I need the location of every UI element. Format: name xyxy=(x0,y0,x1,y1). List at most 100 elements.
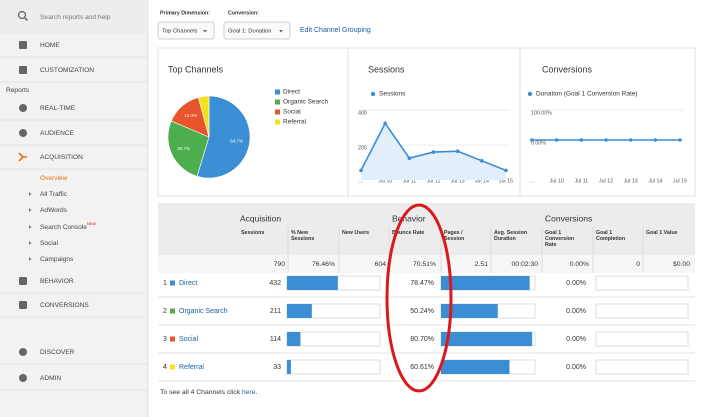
channel-link[interactable]: Direct xyxy=(179,280,197,287)
bounce-bar xyxy=(441,360,510,374)
nav-icon xyxy=(19,277,27,285)
footer-text: . xyxy=(256,389,258,396)
footer-link[interactable]: here xyxy=(242,389,256,396)
nav-item[interactable]: BEHAVIOR xyxy=(40,278,74,285)
pie-slice xyxy=(167,120,210,177)
expand-arrow xyxy=(29,257,32,261)
bounce-value: 78.47% xyxy=(410,280,434,287)
link[interactable]: Edit Channel Grouping xyxy=(300,27,371,34)
column-header[interactable]: Pages / Session xyxy=(444,230,464,242)
dropdown-value: Top Channels xyxy=(162,29,198,35)
nav-item[interactable]: ACQUISITION xyxy=(40,154,83,161)
chart-title: Top Channels xyxy=(168,64,224,74)
expand-arrow xyxy=(29,192,32,196)
x-tick-label: ... xyxy=(359,178,363,184)
x-tick-label: Jul 10 xyxy=(378,178,392,184)
nav-subitem[interactable]: Social xyxy=(40,240,58,247)
nav: HOME CUSTOMIZATION Reports REAL-TIME AUDIENC… xyxy=(0,41,148,391)
point xyxy=(653,138,658,142)
row-rank: 3 xyxy=(163,336,167,343)
nav-item[interactable]: ADMIN xyxy=(40,375,61,382)
bounce-bar xyxy=(441,332,533,346)
nav-icon xyxy=(18,152,27,162)
sessions-bar xyxy=(287,360,291,374)
channel-link[interactable]: Organic Search xyxy=(179,308,228,315)
nav-icon xyxy=(19,374,27,382)
badge: NEW xyxy=(87,221,97,226)
conversion-value: 0.00% xyxy=(566,364,586,371)
channel-swatch xyxy=(170,336,175,342)
expand-arrow xyxy=(29,208,32,212)
channel-link[interactable]: Social xyxy=(179,336,199,343)
total-value: 0 xyxy=(636,261,640,268)
caret xyxy=(203,30,207,33)
column-group: Behavior xyxy=(392,213,426,223)
column-header[interactable]: Goal 1 Completion xyxy=(596,230,625,242)
annotation-ellipse xyxy=(385,203,453,393)
nav-section: Reports xyxy=(6,87,30,94)
search-icon xyxy=(23,16,29,22)
dropdown[interactable] xyxy=(223,21,291,40)
dropdown[interactable] xyxy=(157,21,215,40)
total-value: 604 xyxy=(375,261,387,268)
legend-label: Donation (Goal 1 Conversion Rate) xyxy=(536,91,638,98)
nav-icon xyxy=(19,348,27,356)
label: Primary Dimension: xyxy=(160,10,210,16)
sessions-bar xyxy=(287,332,301,346)
column-group: Acquisition xyxy=(240,213,281,223)
point xyxy=(455,149,460,154)
pie-slice xyxy=(196,95,251,179)
sessions-value: 114 xyxy=(270,336,281,343)
column-header[interactable]: New Users xyxy=(342,230,369,236)
nav-subitem[interactable]: Search Console xyxy=(40,224,87,231)
point xyxy=(628,138,633,142)
legend-swatch xyxy=(275,99,280,105)
sessions-value: 211 xyxy=(270,308,281,315)
pie-label: 14.4% xyxy=(184,113,197,118)
column-header[interactable]: Sessions xyxy=(241,230,264,236)
x-tick-label: Jul 14 xyxy=(475,178,489,184)
total-value: 76.46% xyxy=(312,261,335,268)
y-tick-label: 200 xyxy=(358,146,367,152)
search-placeholder: Search reports and help xyxy=(40,14,111,21)
row-rank: 1 xyxy=(163,280,167,287)
nav-icon xyxy=(19,104,27,112)
column-header[interactable]: Avg. Session Duration xyxy=(494,230,527,242)
legend-swatch xyxy=(275,89,280,95)
nav-item[interactable]: CUSTOMIZATION xyxy=(40,67,94,74)
x-tick-label: Jul 12 xyxy=(426,178,440,184)
nav-subitem[interactable]: All Traffic xyxy=(40,191,68,198)
bounce-value: 60.61% xyxy=(410,364,434,371)
nav-item[interactable]: HOME xyxy=(40,42,60,49)
nav-subitem[interactable]: Campaigns xyxy=(40,256,74,263)
bounce-bar xyxy=(441,276,530,290)
x-tick-label: Jul 13 xyxy=(451,178,465,184)
bar-track xyxy=(286,331,381,347)
nav-item[interactable]: CONVERSIONS xyxy=(40,302,89,309)
nav-icon xyxy=(19,129,27,137)
column-header[interactable]: Goal 1 Value xyxy=(646,230,678,236)
channel-swatch xyxy=(170,364,175,370)
point xyxy=(579,138,584,142)
conversion-value: 0.00% xyxy=(566,336,586,343)
total-value: 790 xyxy=(274,261,286,268)
point xyxy=(554,138,559,142)
nav-item[interactable]: DISCOVER xyxy=(40,349,75,356)
x-tick-label: Jul 11 xyxy=(574,178,588,184)
column-header[interactable]: Bounce Rate xyxy=(392,230,424,236)
total-value: 70.51% xyxy=(413,261,436,268)
channel-link[interactable]: Referral xyxy=(179,364,204,371)
y-tick-label: 0.00% xyxy=(531,140,546,146)
row-rank: 2 xyxy=(163,308,167,315)
column-header[interactable]: Goal 1 Conversion Rate xyxy=(545,230,574,248)
nav-subitem[interactable]: AdWords xyxy=(40,207,68,214)
nav-item[interactable]: AUDIENCE xyxy=(40,130,75,137)
nav-item[interactable]: REAL-TIME xyxy=(40,105,76,112)
point xyxy=(530,138,534,142)
nav-subitem[interactable]: Overview xyxy=(40,175,68,182)
table: Acquisition Behavior Conversions Sessions 79… xyxy=(158,213,695,382)
footer: To see all 4 Channels click here. xyxy=(160,389,258,396)
pie-slice xyxy=(197,95,210,138)
column-header[interactable]: % New Sessions xyxy=(291,230,314,242)
